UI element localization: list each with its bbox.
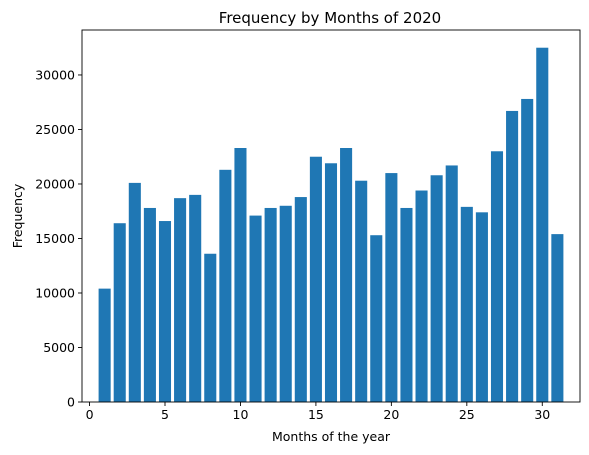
y-tick-label: 10000 (35, 285, 75, 300)
bar-day-13 (279, 205, 292, 402)
x-tick-label: 20 (383, 407, 399, 422)
bar-day-6 (174, 198, 187, 402)
y-tick-label: 15000 (35, 231, 75, 246)
bar-day-19 (370, 235, 383, 402)
bar-day-3 (128, 182, 141, 402)
y-tick-label: 20000 (35, 176, 75, 191)
bar-day-25 (460, 206, 473, 402)
y-tick-label: 0 (67, 395, 75, 410)
bars-group (98, 47, 564, 403)
bar-day-24 (445, 165, 458, 402)
x-axis-label: Months of the year (272, 429, 391, 444)
x-tick-label: 15 (308, 407, 324, 422)
bar-day-20 (385, 173, 398, 402)
x-tick-label: 5 (161, 407, 169, 422)
plot-frame (81, 29, 581, 403)
bar-day-5 (158, 221, 172, 402)
x-tick-label: 10 (233, 407, 249, 422)
chart-title: Frequency by Months of 2020 (219, 9, 441, 27)
bar-day-4 (143, 207, 156, 402)
bar-day-26 (475, 212, 488, 402)
bar-day-2 (113, 223, 126, 402)
x-tick-label: 30 (534, 407, 550, 422)
bar-day-18 (355, 180, 368, 402)
bar-day-27 (490, 151, 504, 402)
bar-day-10 (234, 148, 247, 402)
x-axis-ticks: 0 5 10 15 20 25 30 (86, 402, 550, 422)
bar-day-30 (536, 47, 549, 403)
bar-day-28 (506, 110, 519, 402)
bar-day-1 (98, 288, 111, 402)
bar-day-7 (189, 194, 202, 402)
y-tick-label: 5000 (43, 340, 75, 355)
y-tick-label: 30000 (35, 67, 75, 82)
y-axis-ticks: 0 5000 10000 15000 20000 25000 30000 (35, 67, 82, 410)
bar-day-15 (309, 156, 322, 402)
bar-day-23 (430, 175, 443, 402)
bar-day-8 (204, 253, 217, 402)
bar-day-29 (521, 98, 534, 402)
y-tick-label: 25000 (35, 122, 75, 137)
x-tick-label: 25 (459, 407, 475, 422)
bar-day-22 (415, 190, 428, 402)
bar-day-21 (400, 207, 413, 402)
bar-day-31 (551, 234, 564, 402)
bar-day-9 (219, 169, 232, 402)
bar-day-17 (340, 148, 353, 402)
bar-day-16 (324, 163, 338, 402)
y-axis-label: Frequency (10, 183, 25, 248)
x-tick-label: 0 (86, 407, 94, 422)
bar-day-14 (294, 197, 307, 402)
bar-day-12 (264, 207, 277, 402)
bar-day-11 (249, 215, 262, 402)
